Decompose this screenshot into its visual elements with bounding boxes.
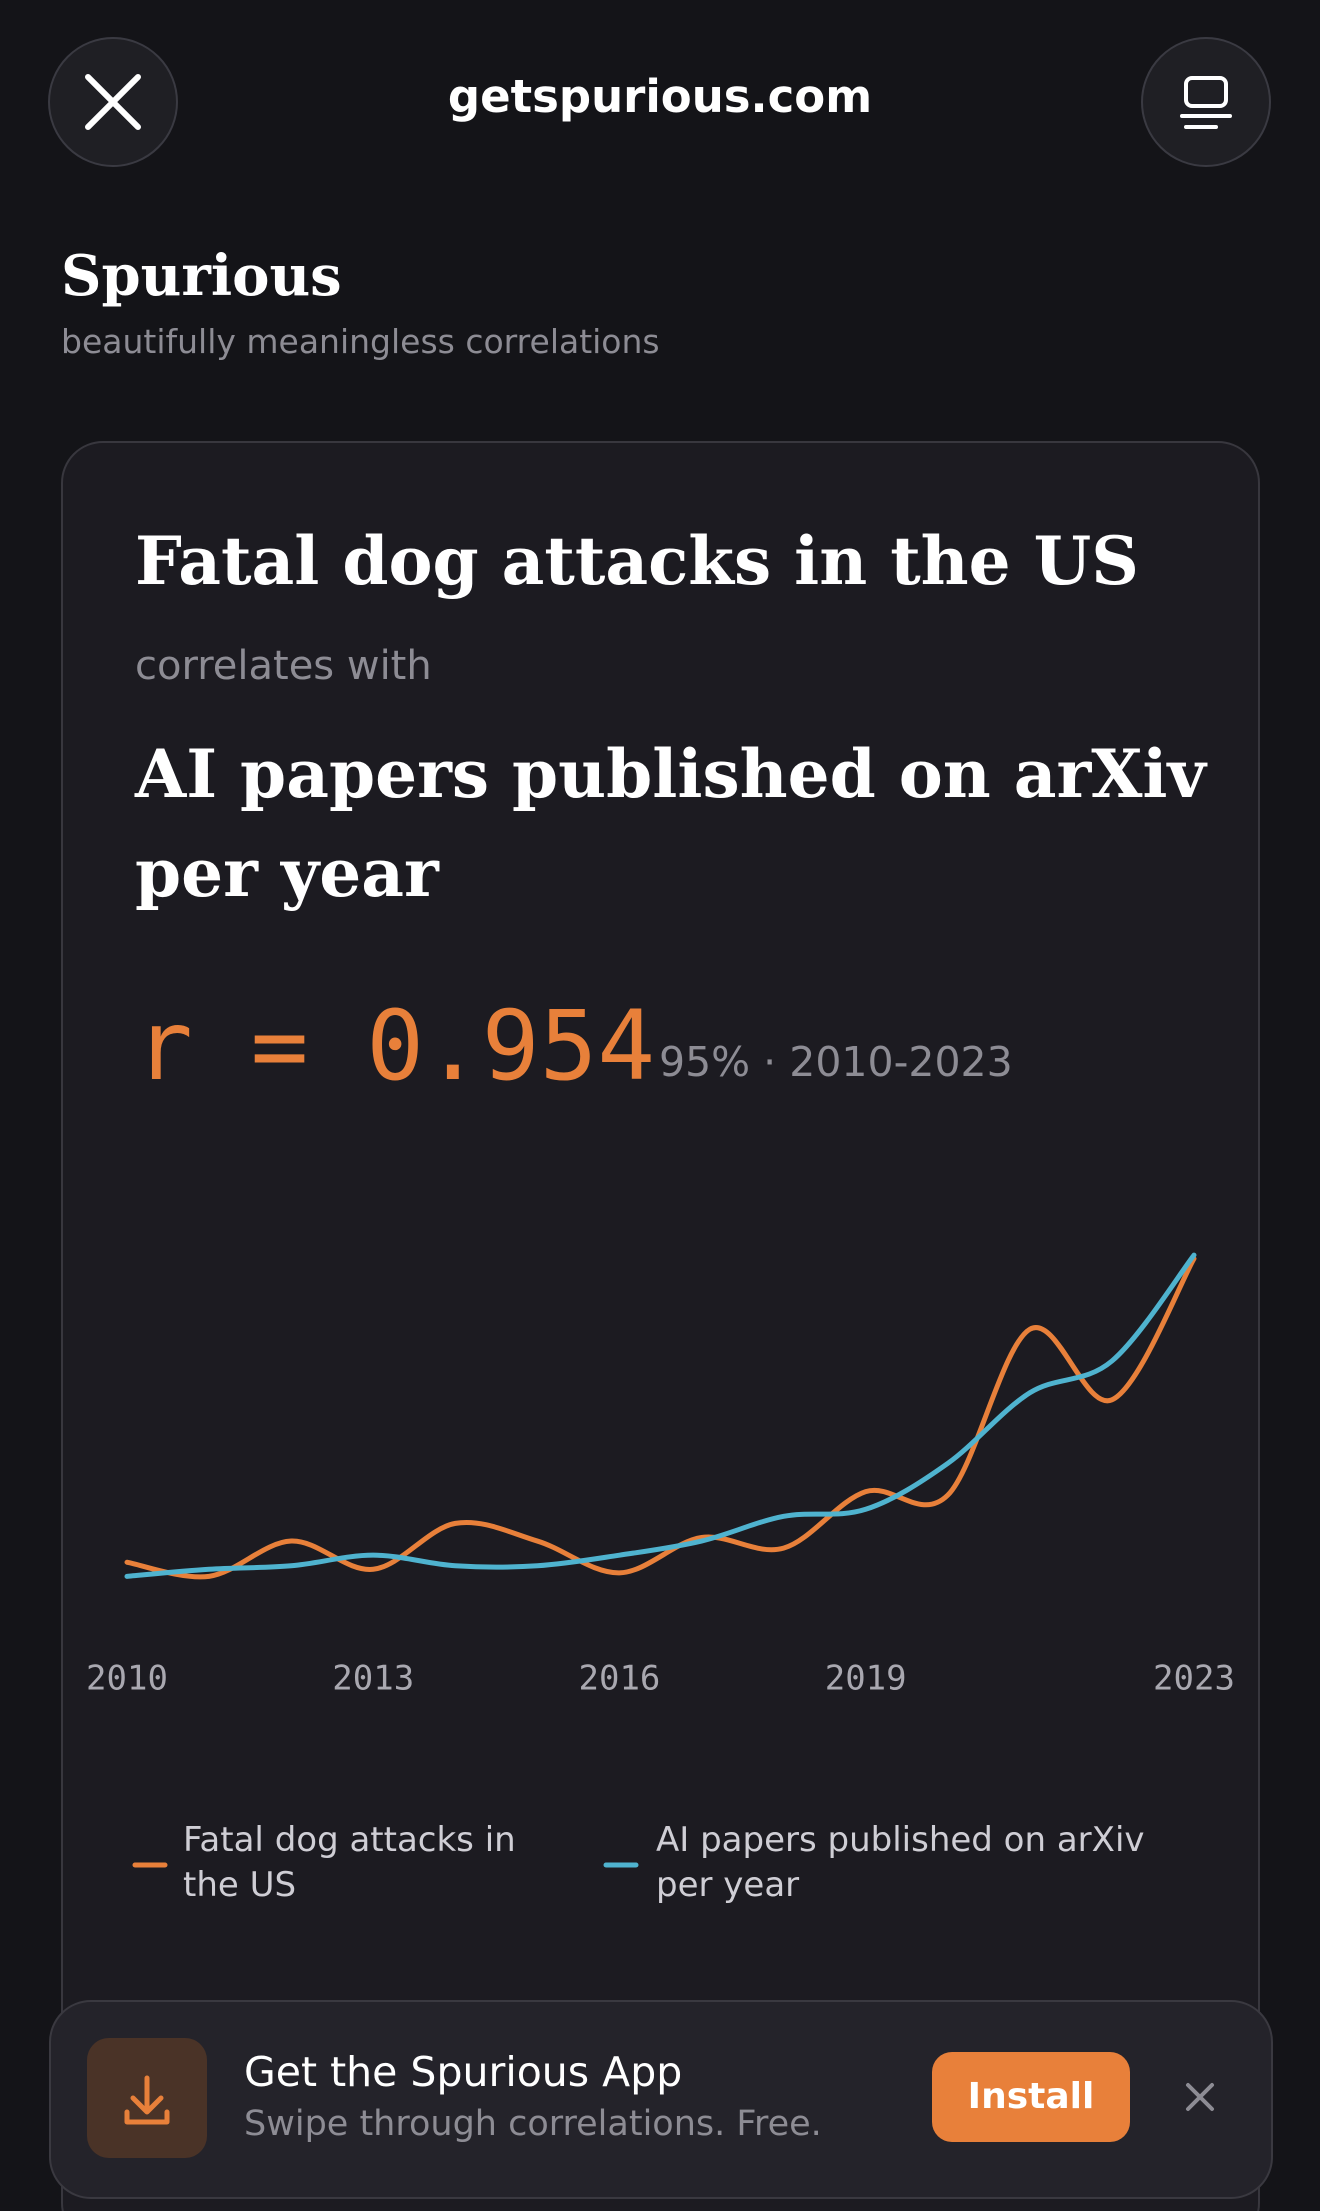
reader-button[interactable]	[1141, 37, 1271, 167]
close-button[interactable]	[48, 37, 178, 167]
banner-subtitle: Swipe through correlations. Free.	[244, 2104, 822, 2144]
card	[61, 441, 1260, 2211]
correlation: r = 0.954	[135, 990, 656, 1102]
x-tick-label: 2013	[332, 1659, 414, 1699]
chart: 2010 2013 2016 2019 2023	[86, 1252, 1235, 1699]
url: getspurious.com	[447, 70, 873, 123]
variable-a: Fatal dog attacks in the US	[135, 522, 1139, 600]
x-tick-label: 2023	[1153, 1659, 1235, 1699]
connector: correlates with	[135, 643, 432, 689]
variable-b: AI papers published on arXiv per year	[135, 735, 1206, 912]
site-title: Spurious	[61, 243, 342, 309]
app-icon	[87, 2038, 207, 2158]
legend-swatches	[132, 1862, 639, 1868]
top-bar	[48, 37, 1271, 167]
banner-title: Get the Spurious App	[244, 2048, 683, 2096]
x-tick-label: 2019	[825, 1659, 907, 1699]
legend-label: AI papers published on arXiv per year	[656, 1820, 1145, 1905]
series-line	[124, 1256, 1197, 1580]
series-line	[124, 1252, 1197, 1579]
details: 95% · 2010-2023	[659, 1038, 1013, 1086]
install-button[interactable]: Install	[932, 2052, 1130, 2142]
x-tick-label: 2010	[86, 1659, 168, 1699]
legend-label: Fatal dog attacks in the US	[183, 1820, 516, 1905]
x-tick-label: 2016	[579, 1659, 661, 1699]
dismiss-button[interactable]	[1180, 2077, 1220, 2117]
site-subtitle: beautifully meaningless correlations	[61, 322, 660, 361]
